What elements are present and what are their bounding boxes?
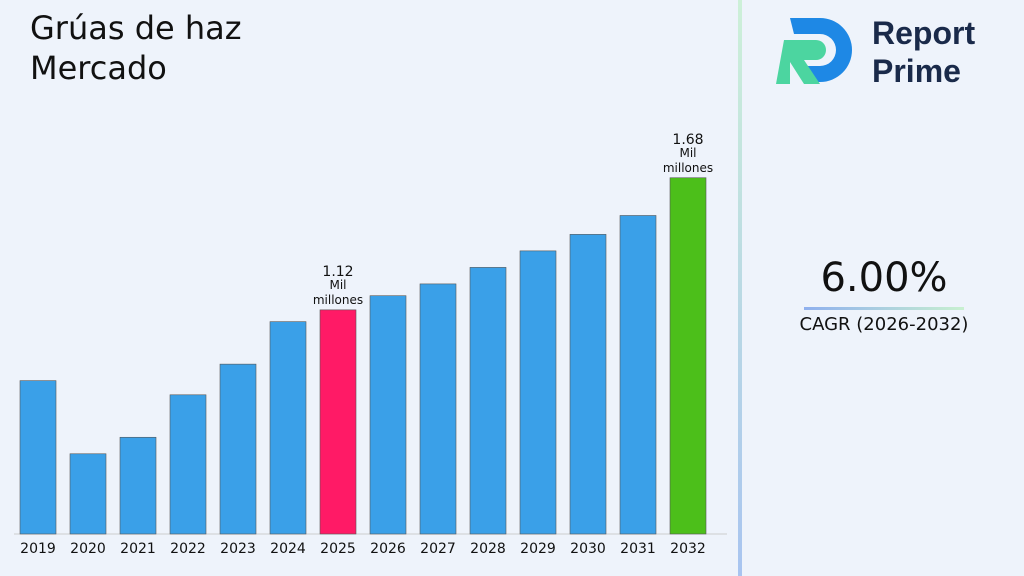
bar — [619, 215, 657, 535]
bar — [569, 234, 607, 535]
bar — [69, 453, 107, 535]
x-tick-label: 2030 — [570, 541, 606, 557]
underline — [804, 307, 964, 310]
x-tick-label: 2029 — [520, 541, 556, 557]
bar — [219, 363, 257, 535]
x-tick-label: 2024 — [270, 541, 306, 557]
logo-icon — [776, 18, 852, 84]
x-tick-label: 2025 — [320, 541, 356, 557]
bar — [19, 380, 57, 535]
x-tick-label: 2031 — [620, 541, 656, 557]
logo-text: Report — [872, 15, 976, 51]
bar — [169, 394, 207, 535]
bar — [469, 267, 507, 535]
x-tick-label: 2023 — [220, 541, 256, 557]
logo-text: Prime — [872, 53, 961, 89]
bar — [369, 295, 407, 535]
x-tick-label: 2019 — [20, 541, 56, 557]
x-tick-label: 2020 — [70, 541, 106, 557]
cagr-label: CAGR (2026-2032) — [799, 314, 969, 335]
bar — [269, 321, 307, 535]
divider — [738, 0, 742, 576]
value-unit: Mil millones — [662, 145, 714, 175]
bar — [319, 309, 357, 535]
x-tick-label: 2022 — [170, 541, 206, 557]
value-unit: Mil millones — [312, 277, 364, 307]
x-tick-label: 2026 — [370, 541, 406, 557]
bar — [419, 283, 457, 535]
x-tick-label: 2021 — [120, 541, 156, 557]
x-tick-label: 2028 — [470, 541, 506, 557]
bar — [119, 436, 157, 535]
value-label: 1.12 — [322, 263, 354, 280]
chart-title: Grúas de haz Mercado — [30, 9, 242, 87]
bar — [669, 177, 707, 535]
cagr-value: 6.00% — [820, 255, 948, 301]
bar — [519, 250, 557, 535]
x-tick-label: 2032 — [670, 541, 706, 557]
value-label: 1.68 — [672, 131, 704, 148]
x-tick-label: 2027 — [420, 541, 456, 557]
